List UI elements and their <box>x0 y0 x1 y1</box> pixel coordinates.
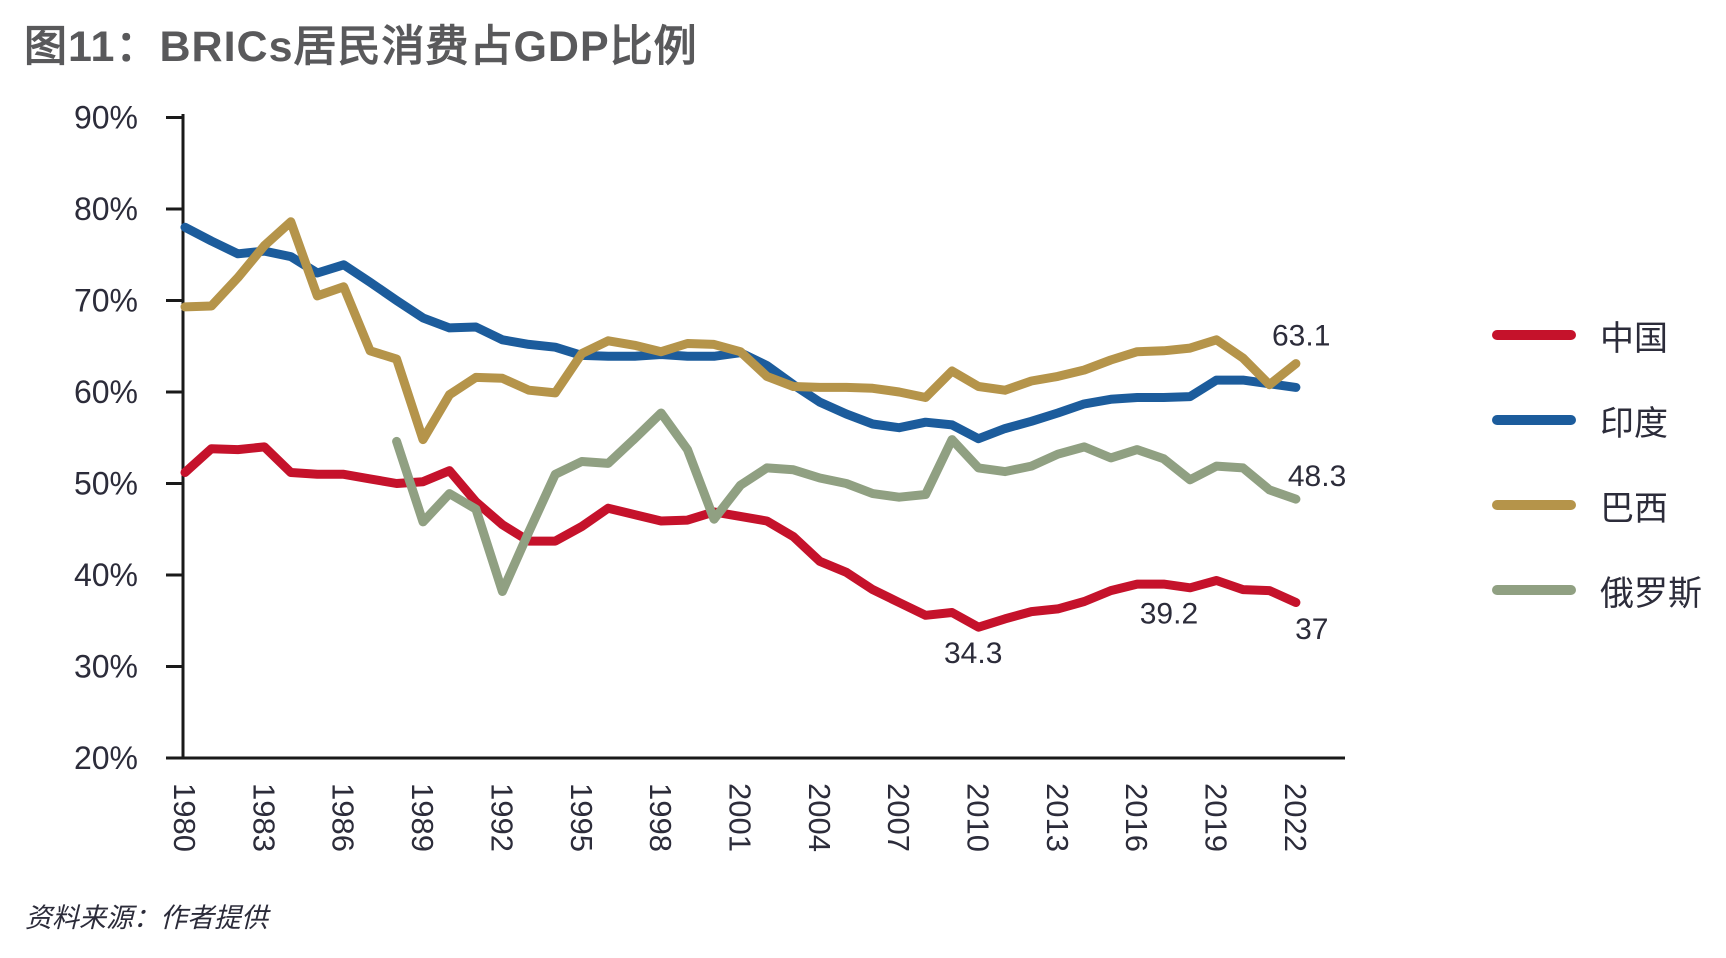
x-tick-label: 2013 <box>1040 783 1075 852</box>
x-tick-label: 2010 <box>961 783 996 852</box>
y-tick-label: 80% <box>74 191 138 227</box>
chart-legend: 中国 印度 巴西 俄罗斯 <box>1492 318 1702 613</box>
x-tick-label: 2022 <box>1278 783 1313 852</box>
x-tick-label: 2001 <box>722 783 757 852</box>
x-tick-label: 1998 <box>643 783 678 852</box>
series-line-中国 <box>180 442 1301 632</box>
legend-label-russia: 俄罗斯 <box>1600 574 1702 613</box>
legend-swatch-russia <box>1492 585 1576 595</box>
x-tick-label: 1980 <box>167 783 202 852</box>
y-tick-label: 90% <box>74 100 138 136</box>
legend-item-india: 印度 <box>1492 403 1702 443</box>
legend-item-russia: 俄罗斯 <box>1492 573 1702 613</box>
x-tick-label: 1989 <box>405 783 440 852</box>
legend-swatch-india <box>1492 415 1576 425</box>
x-tick-label: 2007 <box>881 783 916 852</box>
legend-swatch-china <box>1492 330 1576 340</box>
axis-lines <box>181 114 1345 760</box>
series-line-俄罗斯 <box>392 408 1301 596</box>
series-line-巴西 <box>180 217 1301 445</box>
data-label-63.1: 63.1 <box>1272 319 1330 352</box>
data-label-37: 37 <box>1295 613 1328 646</box>
legend-label-china: 中国 <box>1600 319 1668 358</box>
data-label-34.3: 34.3 <box>944 637 1002 670</box>
legend-item-brazil: 巴西 <box>1492 488 1702 528</box>
x-tick-label: 2004 <box>802 783 837 852</box>
data-label-39.2: 39.2 <box>1140 597 1198 630</box>
legend-label-brazil: 巴西 <box>1600 489 1668 528</box>
data-label-48.3: 48.3 <box>1288 460 1346 493</box>
y-tick-label: 50% <box>74 466 138 502</box>
legend-item-china: 中国 <box>1492 318 1702 358</box>
series-line-印度 <box>180 222 1301 444</box>
legend-swatch-brazil <box>1492 500 1576 510</box>
x-tick-label: 2016 <box>1119 783 1154 852</box>
chart-title: 图11：BRICs居民消费占GDP比例 <box>24 23 698 71</box>
source-note: 资料来源：作者提供 <box>25 903 268 933</box>
y-tick-label: 60% <box>74 374 138 410</box>
y-tick-label: 20% <box>74 740 138 776</box>
x-tick-label: 2019 <box>1199 783 1234 852</box>
legend-label-india: 印度 <box>1600 404 1668 443</box>
y-tick-label: 40% <box>74 557 138 593</box>
x-tick-label: 1992 <box>484 783 519 852</box>
x-tick-label: 1986 <box>326 783 361 852</box>
y-tick-label: 70% <box>74 283 138 319</box>
y-tick-label: 30% <box>74 649 138 685</box>
x-tick-label: 1983 <box>246 783 281 852</box>
x-tick-label: 1995 <box>564 783 599 852</box>
